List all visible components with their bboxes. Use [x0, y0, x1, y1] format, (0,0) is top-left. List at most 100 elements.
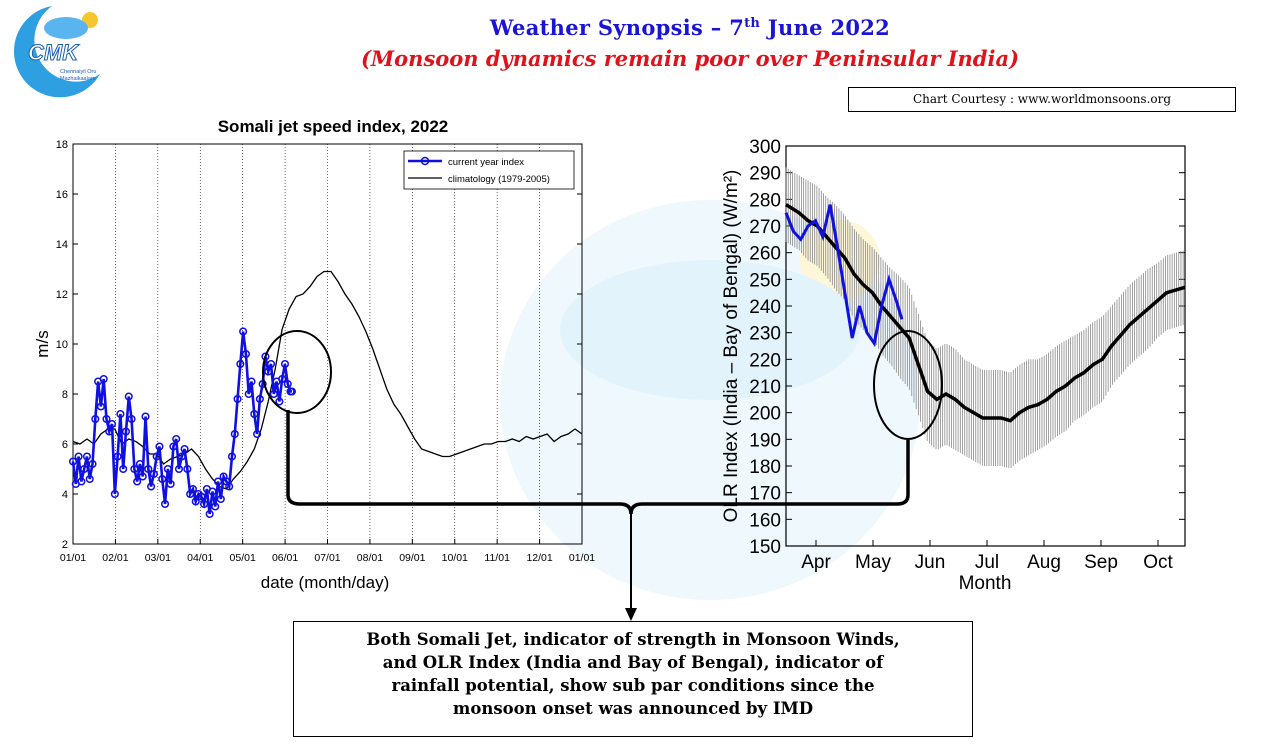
olr-x-tick-label: Apr — [801, 552, 831, 573]
olr-y-tick-label: 230 — [749, 324, 781, 345]
jet-current-year-point — [278, 374, 287, 384]
logo-caption-1: Chennaiyil Oru — [60, 69, 96, 75]
jet-current-year-point — [107, 419, 117, 429]
cmk-logo: CMK Chennaiyil Oru Mazhaikaalam — [13, 6, 101, 98]
jet-chart-title: Somali jet speed index, 2022 — [218, 117, 449, 136]
summary-box: Both Somali Jet, indicator of strength i… — [293, 621, 973, 737]
olr-y-tick-label: 300 — [749, 137, 781, 158]
olr-x-tick-label: Jun — [915, 552, 946, 573]
olr-y-tick-label: 220 — [749, 350, 781, 371]
olr-y-tick-label: 170 — [749, 484, 781, 505]
jet-current-year-point — [121, 427, 131, 436]
olr-x-tick-label: Sep — [1084, 552, 1118, 573]
jet-current-year-point — [177, 452, 186, 461]
jet-current-year-point — [91, 414, 100, 424]
jet-current-year-point — [230, 429, 239, 439]
somali-jet-chart: Somali jet speed index, 2022 2 4 6 8 10 12 14 1… — [33, 117, 595, 592]
jet-current-year-point — [216, 494, 225, 504]
jet-y-tick-label: 14 — [56, 239, 68, 251]
jet-current-year-point — [88, 459, 97, 469]
jet-current-year-point — [211, 502, 220, 511]
jet-x-tick-label: 05/01 — [230, 552, 256, 564]
jet-current-year-point — [239, 327, 248, 336]
jet-y-axis-label: m/s — [33, 330, 52, 357]
logo-cloud-icon — [44, 17, 88, 39]
legend-climatology: climatology (1979-2005) — [448, 174, 550, 185]
jet-y-tick-label: 4 — [62, 489, 68, 501]
olr-current-year-line — [784, 204, 904, 348]
jet-current-year-point — [152, 452, 161, 461]
jet-current-year-point — [236, 359, 245, 369]
olr-x-tick-label: Aug — [1027, 552, 1061, 573]
jet-current-year-point — [169, 442, 178, 451]
olr-x-ticks: Apr May Jun Jul Aug Sep Oct — [801, 540, 1173, 573]
jet-x-tick-label: 01/01 — [60, 552, 86, 564]
jet-current-year-point — [275, 397, 284, 406]
jet-current-year-point — [144, 464, 153, 474]
jet-x-ticks: 01/01 02/01 03/01 04/01 05/01 06/01 07/01 08/01… — [60, 539, 595, 564]
jet-legend: current year index climatology (1979-200… — [403, 150, 575, 190]
jet-y-tick-label: 12 — [56, 289, 68, 301]
jet-current-year-point — [127, 414, 136, 424]
legend-current-year: current year index — [448, 157, 524, 168]
jet-current-year-point — [138, 472, 147, 481]
jet-x-tick-label: 07/01 — [314, 552, 340, 564]
logo-caption-2: Mazhaikaalam — [60, 76, 96, 82]
jet-current-year-point — [113, 452, 122, 461]
jet-current-year-point — [74, 452, 83, 461]
jet-current-year-point — [180, 444, 189, 454]
jet-current-year-point — [172, 434, 181, 444]
jet-current-year-point — [250, 409, 259, 419]
jet-x-tick-label: 11/01 — [484, 552, 510, 564]
olr-y-tick-label: 280 — [749, 190, 781, 211]
page-title: Weather Synopsis – 7th June 2022 — [290, 15, 1090, 40]
jet-current-year-point — [197, 492, 206, 501]
jet-y-tick-label: 6 — [62, 439, 68, 451]
jet-current-year-point — [116, 409, 125, 419]
jet-current-year-point — [99, 374, 108, 384]
olr-x-tick-label: Jul — [975, 552, 999, 573]
jet-current-year-point — [149, 469, 158, 479]
jet-current-year-point — [141, 412, 150, 421]
jet-x-tick-label: 06/01 — [272, 552, 298, 564]
olr-y-tick-label: 180 — [749, 457, 781, 478]
jet-y-tick-label: 8 — [62, 389, 68, 401]
jet-x-tick-label: 12/01 — [526, 552, 552, 564]
title-superscript: th — [744, 16, 761, 31]
jet-current-year-point — [208, 487, 217, 496]
olr-y-tick-label: 210 — [749, 377, 781, 398]
olr-x-axis-label: Month — [959, 573, 1012, 594]
olr-climatology-line — [785, 203, 1186, 423]
jet-current-year-point — [96, 402, 105, 411]
jet-current-year-point — [227, 452, 237, 461]
jet-current-year-point — [80, 464, 89, 474]
jet-current-year-point — [124, 392, 133, 401]
jet-x-tick-label: 09/01 — [399, 552, 425, 564]
jet-current-year-point — [119, 464, 128, 474]
jet-current-year-point — [188, 484, 197, 494]
jet-current-year-point — [183, 464, 192, 474]
olr-y-tick-label: 200 — [749, 404, 781, 425]
jet-x-tick-label: 03/01 — [145, 552, 171, 564]
jet-current-year-point — [82, 452, 91, 461]
jet-current-year-point — [269, 389, 278, 399]
jet-current-year-point — [191, 497, 200, 506]
summary-line-2: and OLR Index (India and Bay of Bengal),… — [382, 653, 884, 672]
jet-highlight-circle — [262, 330, 332, 414]
jet-current-year-point — [130, 464, 139, 474]
title-main: Weather Synopsis – 7 — [489, 15, 745, 40]
jet-x-tick-label: 10/01 — [442, 552, 468, 564]
olr-y-tick-label: 290 — [749, 164, 781, 185]
jet-current-year-point — [225, 482, 234, 491]
jet-current-year-point — [135, 459, 144, 469]
jet-current-year-point — [205, 509, 214, 519]
chart-courtesy-box: Chart Courtesy : www.worldmonsoons.org — [848, 87, 1236, 112]
jet-current-year-point — [233, 394, 242, 404]
jet-current-year-point — [287, 387, 296, 396]
jet-current-year-point — [280, 359, 290, 369]
olr-x-tick-label: May — [855, 552, 891, 573]
olr-x-tick-label: Oct — [1143, 552, 1173, 573]
jet-current-year-point — [158, 474, 167, 484]
jet-current-year-point — [155, 442, 164, 451]
jet-current-year-point — [213, 477, 223, 486]
